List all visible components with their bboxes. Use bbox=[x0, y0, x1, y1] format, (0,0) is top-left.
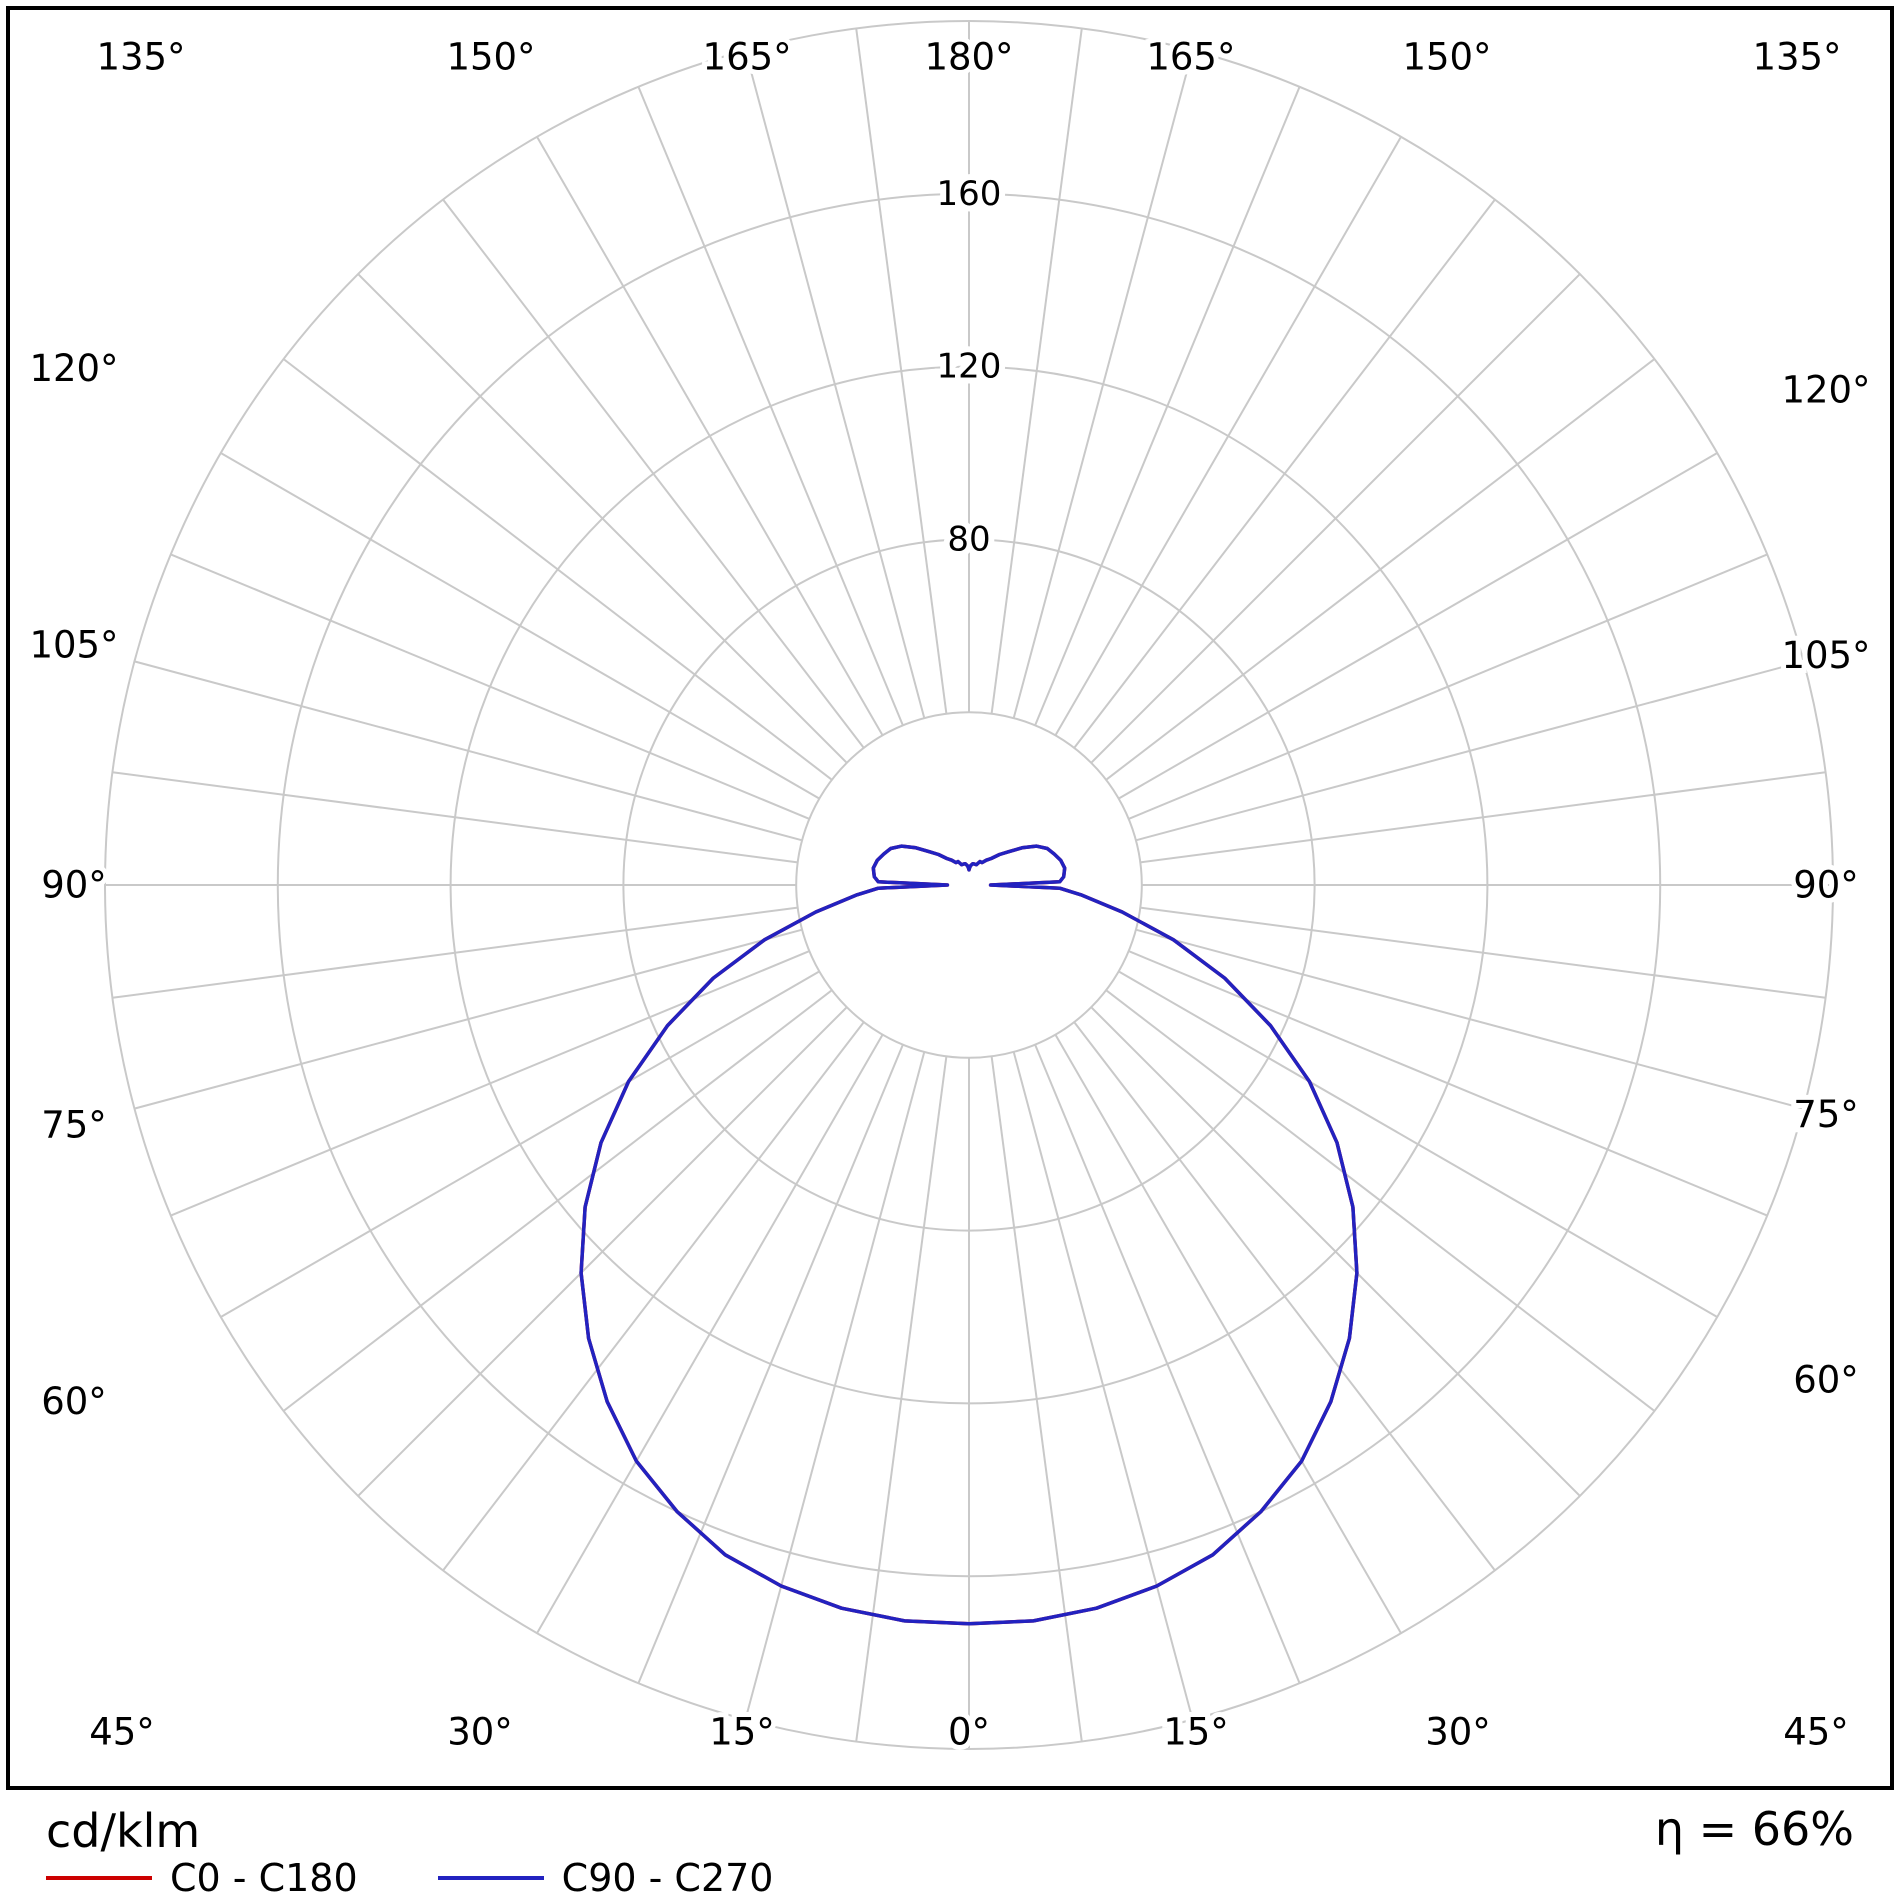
polar-spoke bbox=[220, 452, 820, 800]
polar-spoke bbox=[536, 136, 884, 736]
polar-spoke bbox=[1054, 136, 1402, 736]
angle-label-120: 120° bbox=[29, 347, 118, 390]
polar-spoke bbox=[112, 771, 798, 864]
angle-label-105: 105° bbox=[29, 624, 118, 667]
angle-label-165: 165° bbox=[703, 36, 792, 79]
angle-label-90: 90° bbox=[1793, 864, 1859, 907]
polar-spoke bbox=[855, 1056, 948, 1742]
radial-label-80: 80 bbox=[947, 519, 990, 559]
polar-spoke bbox=[1054, 1034, 1402, 1634]
polar-spoke bbox=[1034, 86, 1301, 726]
polar-spoke bbox=[282, 989, 833, 1412]
polar-spoke bbox=[442, 198, 865, 749]
angle-label-75: 75° bbox=[41, 1103, 107, 1146]
polar-spoke bbox=[637, 1044, 904, 1684]
efficiency-label: η = 66% bbox=[1654, 1802, 1854, 1856]
polar-spoke bbox=[1105, 989, 1656, 1412]
polar-spoke bbox=[1012, 1051, 1194, 1720]
polar-spoke bbox=[1128, 553, 1768, 820]
angle-label-135: 135° bbox=[96, 36, 185, 79]
radial-label-160: 160 bbox=[937, 174, 1002, 214]
curve-c90-c270 bbox=[579, 844, 1359, 1626]
polar-spoke bbox=[1105, 358, 1656, 781]
angle-label-15: 15° bbox=[1163, 1711, 1229, 1754]
polar-spoke bbox=[170, 553, 810, 820]
polar-spoke bbox=[1090, 1006, 1581, 1497]
angle-label-150: 150° bbox=[446, 36, 535, 79]
polar-spoke bbox=[1135, 928, 1804, 1110]
legend-swatch-c0-c180 bbox=[46, 1876, 152, 1880]
angle-label-180: 180° bbox=[924, 36, 1013, 79]
angle-label-15: 15° bbox=[709, 1711, 775, 1754]
polar-spoke bbox=[1135, 660, 1804, 842]
polar-spoke bbox=[1012, 50, 1194, 719]
angle-label-75: 75° bbox=[1793, 1093, 1859, 1136]
polar-spoke bbox=[357, 1006, 848, 1497]
polar-spoke bbox=[357, 273, 848, 764]
polar-spoke bbox=[744, 50, 926, 719]
polar-spoke bbox=[1140, 771, 1826, 864]
polar-spoke bbox=[1128, 950, 1768, 1217]
polar-spoke bbox=[1118, 452, 1718, 800]
angle-label-150: 150° bbox=[1402, 36, 1491, 79]
angle-label-0: 0° bbox=[948, 1711, 990, 1754]
polar-spoke bbox=[170, 950, 810, 1217]
polar-spoke bbox=[134, 660, 803, 842]
legend-label-c0-c180: C0 - C180 bbox=[170, 1856, 358, 1900]
unit-label: cd/klm bbox=[46, 1804, 201, 1858]
angle-label-120: 120° bbox=[1781, 369, 1870, 412]
polar-spoke bbox=[442, 1021, 865, 1572]
chart-frame bbox=[6, 6, 1894, 1790]
polar-spoke bbox=[1034, 1044, 1301, 1684]
polar-spoke bbox=[637, 86, 904, 726]
angle-label-60: 60° bbox=[41, 1380, 107, 1423]
legend-item-c0: C0 - C180 bbox=[46, 1856, 358, 1900]
angle-label-60: 60° bbox=[1793, 1358, 1859, 1401]
angle-label-165: 165° bbox=[1146, 36, 1235, 79]
angle-label-105: 105° bbox=[1781, 634, 1870, 677]
legend-label-c90-c270: C90 - C270 bbox=[561, 1856, 774, 1900]
angle-label-45: 45° bbox=[1783, 1711, 1849, 1754]
polar-spoke bbox=[990, 1056, 1083, 1742]
legend-swatch-c90-c270 bbox=[437, 1876, 544, 1880]
angle-label-30: 30° bbox=[447, 1711, 513, 1754]
polar-ring-40 bbox=[795, 711, 1143, 1059]
angle-label-90: 90° bbox=[41, 864, 107, 907]
radial-label-120: 120 bbox=[937, 347, 1002, 387]
polar-spoke bbox=[1090, 273, 1581, 764]
angle-label-30: 30° bbox=[1425, 1711, 1491, 1754]
polar-spoke bbox=[134, 928, 803, 1110]
angle-label-135: 135° bbox=[1752, 36, 1841, 79]
polar-spoke bbox=[112, 906, 798, 999]
polar-spoke bbox=[1073, 198, 1496, 749]
polar-spoke bbox=[220, 970, 820, 1318]
legend: C0 - C180 C90 - C270 bbox=[46, 1856, 773, 1900]
angle-label-45: 45° bbox=[89, 1711, 155, 1754]
polar-spoke bbox=[1118, 970, 1718, 1318]
polar-spoke bbox=[855, 28, 948, 714]
polar-spoke bbox=[282, 358, 833, 781]
polar-spoke bbox=[1140, 906, 1826, 999]
polar-spoke bbox=[536, 1034, 884, 1634]
legend-item-c90: C90 - C270 bbox=[437, 1856, 774, 1900]
polar-spoke bbox=[744, 1051, 926, 1720]
polar-spoke bbox=[1073, 1021, 1496, 1572]
polar-spoke bbox=[990, 28, 1083, 714]
